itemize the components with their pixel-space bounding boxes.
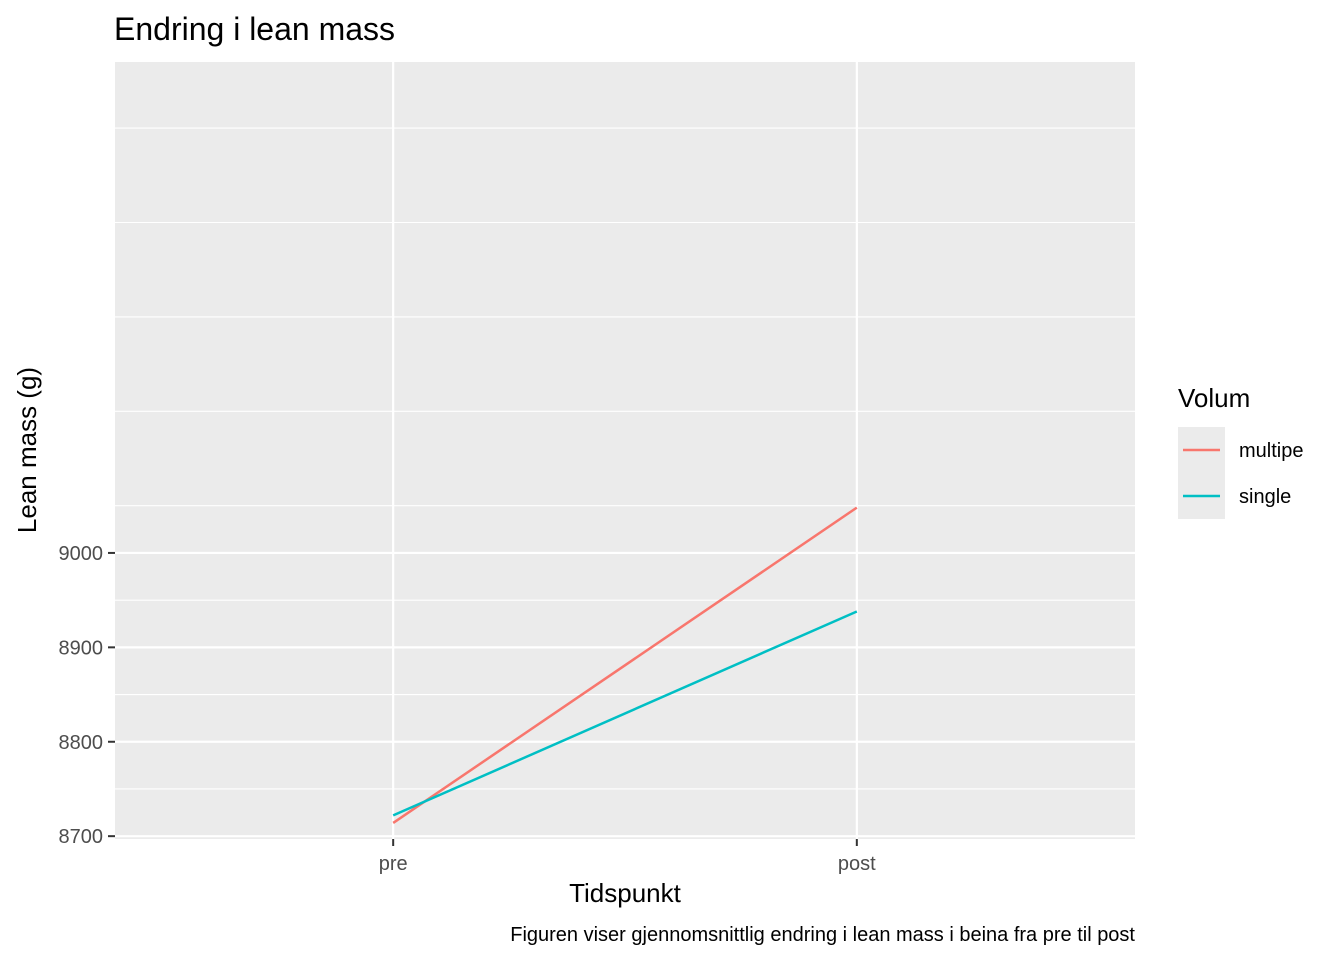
plot-panel	[115, 62, 1135, 839]
y-tick-label: 9000	[59, 543, 104, 565]
y-axis: 8700 8800 8900 9000	[59, 543, 115, 848]
series-lines	[392, 506, 858, 824]
legend-title: Volum	[1178, 383, 1250, 413]
legend-label: single	[1239, 486, 1291, 508]
x-tick-label: pre	[379, 853, 408, 875]
grid-minor	[115, 127, 1135, 790]
series-line-multipe	[392, 506, 858, 824]
y-axis-title: Lean mass (g)	[12, 367, 42, 533]
y-tick-label: 8700	[59, 826, 104, 848]
y-tick-label: 8900	[59, 637, 104, 659]
legend: Volum multipe single	[1178, 383, 1303, 519]
x-tick-label: post	[838, 853, 876, 875]
series-line-single	[392, 610, 858, 817]
legend-label: multipe	[1239, 440, 1303, 462]
legend-items: multipe single	[1178, 427, 1303, 519]
x-axis: pre post	[379, 839, 876, 875]
y-tick-label: 8800	[59, 732, 104, 754]
chart-caption: Figuren viser gjennomsnittlig endring i …	[510, 924, 1135, 946]
x-axis-title: Tidspunkt	[569, 878, 682, 908]
chart-title: Endring i lean mass	[114, 11, 395, 47]
grid-major	[115, 62, 1135, 839]
